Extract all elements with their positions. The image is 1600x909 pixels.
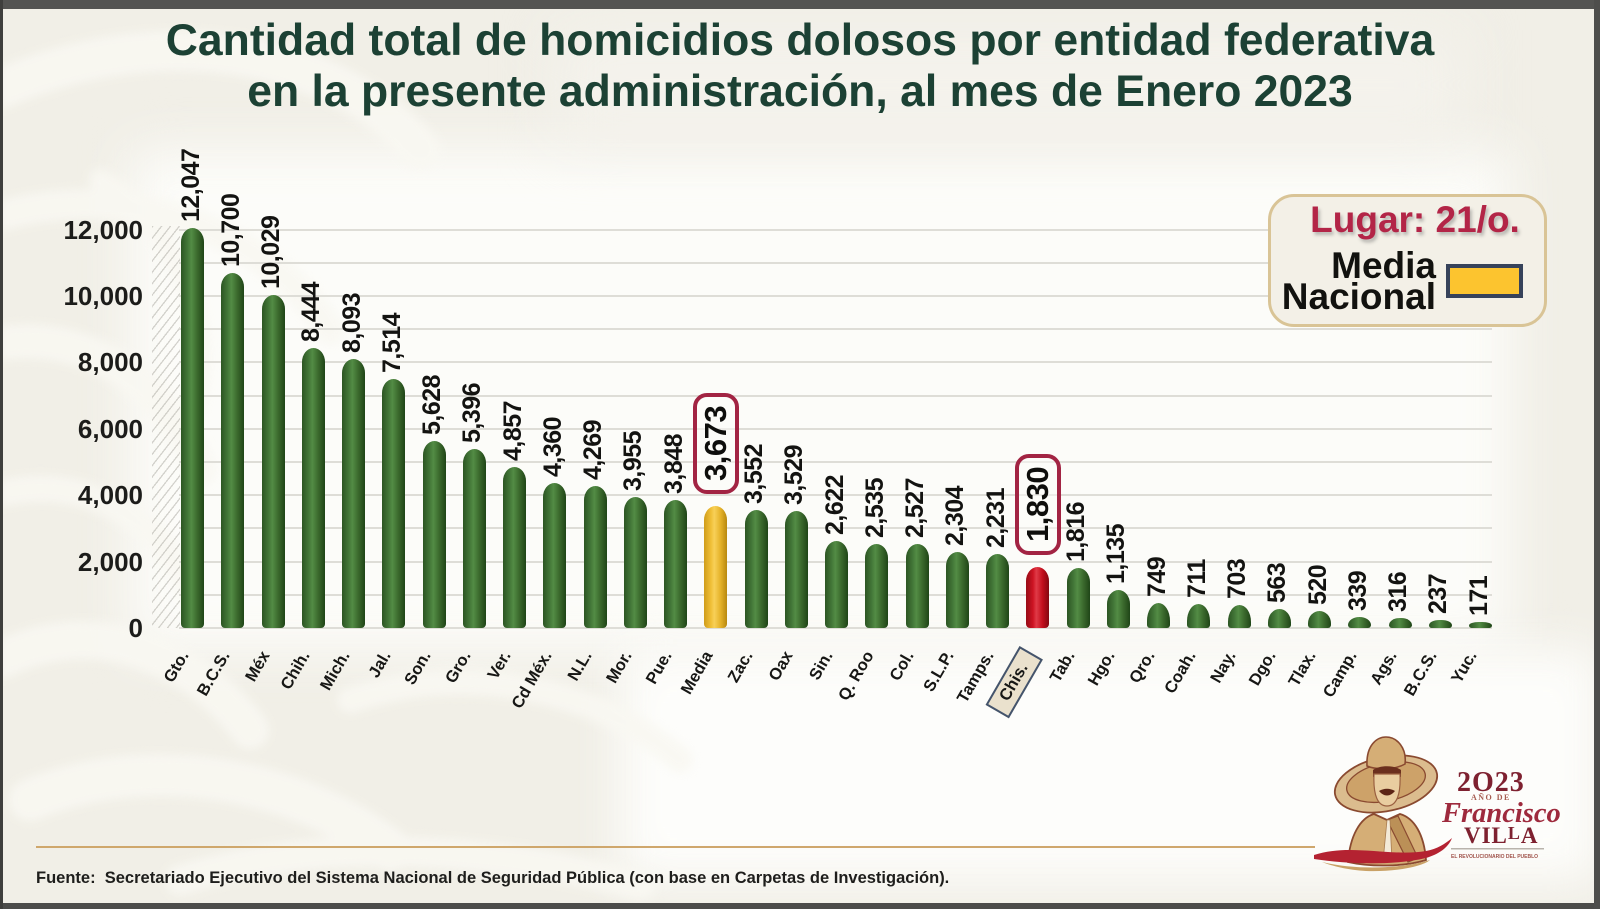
svg-text:EL REVOLUCIONARIO DEL PUEBLO: EL REVOLUCIONARIO DEL PUEBLO — [1451, 854, 1538, 860]
svg-text:2O23: 2O23 — [1457, 767, 1525, 798]
svg-text:VILLA: VILLA — [1464, 823, 1539, 848]
svg-text:AÑO DE: AÑO DE — [1471, 793, 1511, 802]
svg-text:Francisco: Francisco — [1441, 798, 1561, 829]
